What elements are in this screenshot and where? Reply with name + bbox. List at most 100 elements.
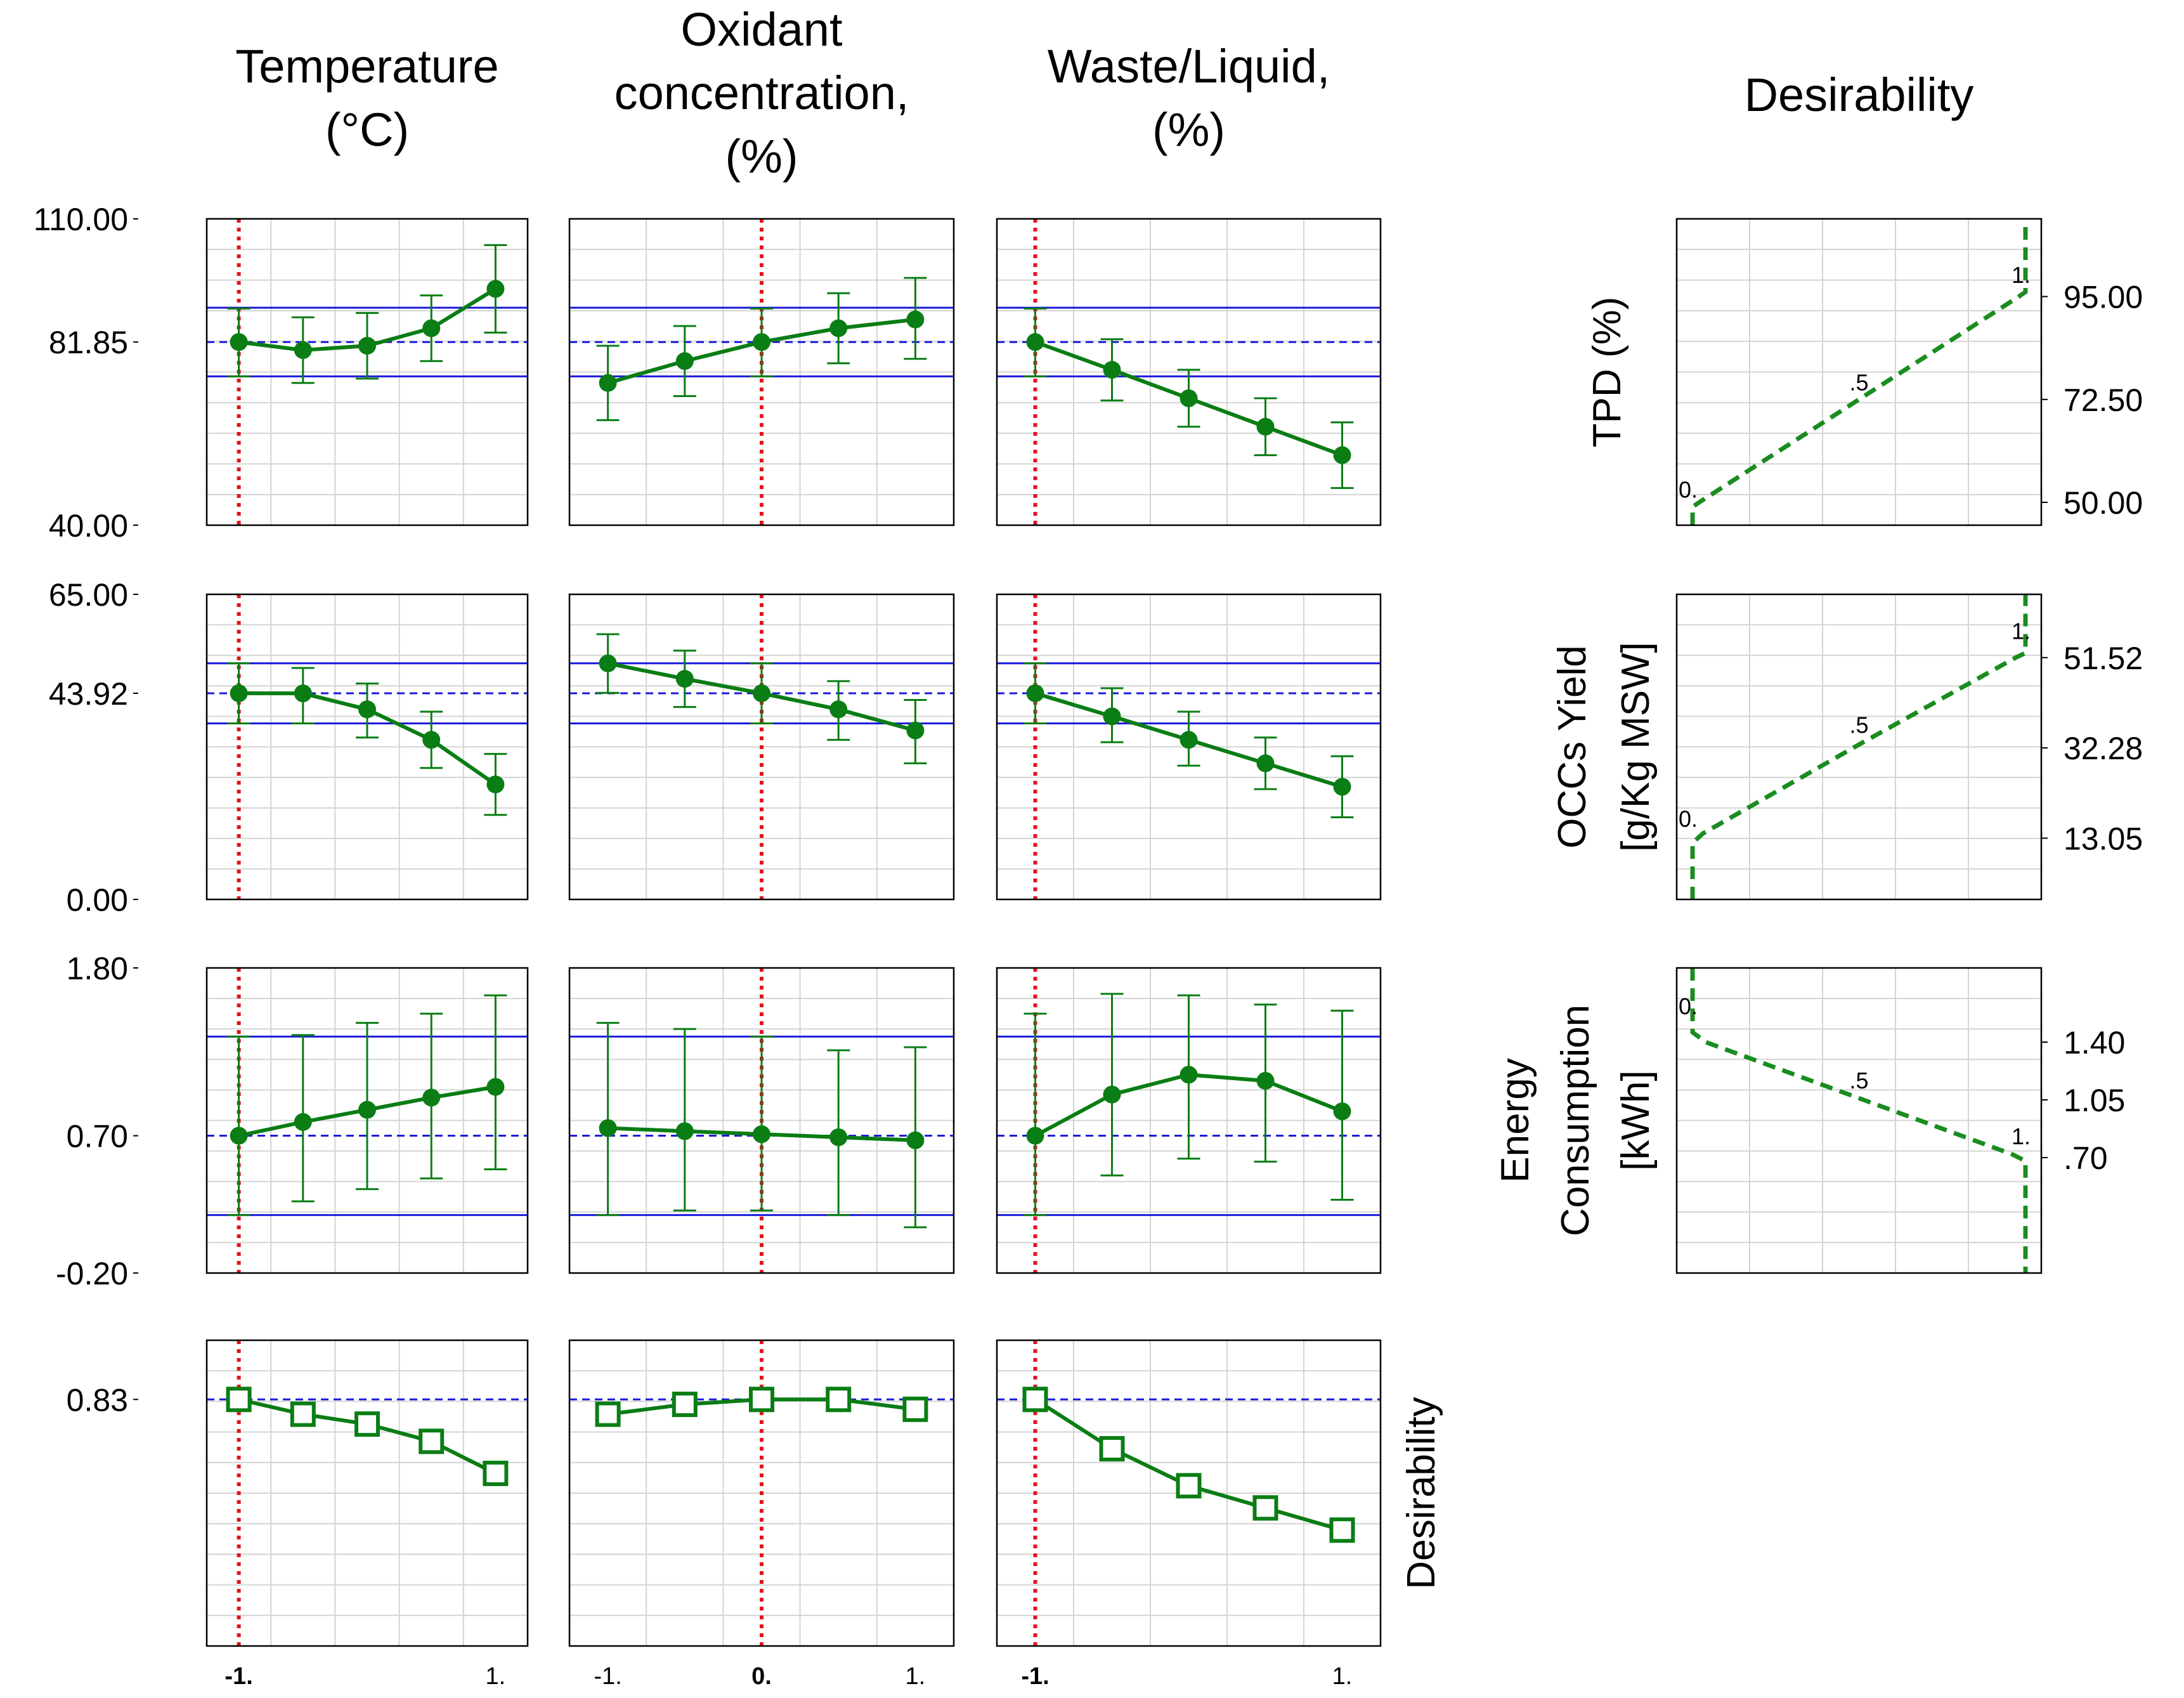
desirability-panel-0-value-label-2: 1. [2012, 262, 2031, 288]
desirability-panel-0-ytick-label-2: 50.00 [2064, 485, 2143, 521]
desirability-panel-2-value-label-1: .5 [1849, 1068, 1868, 1094]
desirability-row-panel-2-profile-line [1034, 1397, 1343, 1532]
desirability-row-panel-1-point-1 [672, 1392, 698, 1418]
panel-0-1-frame [568, 218, 955, 526]
panel-0-2-point-1 [1103, 361, 1121, 379]
panel-1-1-frame [568, 593, 955, 901]
panel-1-2-point-3 [1256, 754, 1275, 773]
panel-0-1-point-1 [675, 352, 694, 370]
desirability-panel-1-curve [1690, 594, 2028, 899]
panel-1-0-point-3 [422, 731, 441, 749]
desirability-row-panel-0-point-2 [354, 1411, 380, 1437]
row-1-ytick-label-2: 0.00 [67, 882, 128, 918]
panel-1-0-frame [205, 593, 529, 901]
panel-2-0-point-2 [358, 1100, 376, 1119]
panel-2-2-point-3 [1256, 1071, 1275, 1090]
panel-0-1-point-2 [753, 333, 770, 351]
factor-header-1-line-0: Oxidant [680, 3, 842, 56]
desirability-panel-2-frame [1675, 967, 2043, 1274]
row-0-ytick-label-1: 81.85 [49, 325, 128, 360]
response-axis-label-0-line-0: TPD (%) [1585, 297, 1629, 448]
desirability-row-panel-2-point-1 [1099, 1436, 1125, 1462]
panel-2-1-point-3 [829, 1128, 848, 1146]
panel-2-0-frame [205, 967, 529, 1274]
panel-0-2-point-3 [1256, 417, 1275, 436]
panel-0-1-point-4 [906, 310, 925, 329]
factor-header-0-line-0: Temperature [235, 40, 498, 93]
desirability-row-panel-0-point-3 [419, 1428, 445, 1454]
desirability-panel-0-curve [1690, 219, 2028, 525]
desirability-row-panel-1-point-4 [902, 1396, 928, 1422]
response-axis-label-1-line-1: [g/Kg MSW] [1614, 642, 1658, 852]
panel-0-0-frame [205, 218, 529, 526]
factor-header-2-line-1: (%) [1152, 103, 1225, 156]
panel-1-0-point-0 [230, 684, 248, 702]
response-axis-label-2-line-1: Consumption [1554, 1005, 1597, 1236]
response-axis-label-2-line-2: [kWh] [1614, 1070, 1658, 1170]
panel-0-2-point-0 [1026, 333, 1044, 351]
factor-header-2-line-0: Waste/Liquid, [1048, 40, 1330, 93]
panel-1-2-point-2 [1180, 731, 1198, 749]
panel-2-1-point-1 [675, 1122, 694, 1140]
factor-header-1-line-2: (%) [725, 130, 798, 183]
desirability-panel-0-ytick-label-0: 95.00 [2064, 280, 2143, 315]
desirability-row-panel-0-point-0 [226, 1387, 252, 1413]
panel-1-2-point-0 [1026, 684, 1044, 702]
desirability-panel-2-ytick-label-1: 1.05 [2064, 1083, 2125, 1118]
panel-2-1-point-4 [906, 1131, 925, 1149]
desirability-panel-2-value-label-0: 0. [1679, 993, 1698, 1019]
desirability-row-panel-0-point-1 [290, 1401, 316, 1427]
desirability-row-axis-label: Desirability [1400, 1397, 1443, 1589]
panel-2-1-point-0 [599, 1119, 617, 1137]
desirability-row-panel-1-point-3 [826, 1387, 852, 1413]
panel-1-2-point-1 [1103, 707, 1121, 726]
panel-0-0-point-4 [486, 280, 505, 298]
desirability-panel-0-ytick-label-1: 72.50 [2064, 382, 2143, 418]
panel-1-0-point-4 [486, 775, 505, 793]
factor-2-xtick-label-0: -1. [1021, 1663, 1049, 1690]
panel-1-1-point-2 [753, 684, 770, 702]
panel-1-2-point-4 [1333, 778, 1351, 796]
panel-1-1-point-1 [675, 670, 694, 688]
row-0-ytick-label-2: 40.00 [49, 508, 128, 544]
desirability-row-panel-1-point-2 [749, 1387, 774, 1413]
desirability-panel-1-value-label-1: .5 [1849, 712, 1868, 738]
desirability-panel-0-frame [1675, 218, 2043, 526]
desirability-column-header: Desirability [1745, 69, 1974, 121]
factor-1-xtick-label-0: -1. [594, 1663, 621, 1690]
panel-0-1-point-0 [599, 374, 617, 392]
desirability-panel-2-value-label-2: 1. [2012, 1123, 2031, 1149]
panel-0-0-point-3 [422, 319, 441, 337]
panel-0-0-point-2 [358, 337, 376, 355]
panel-0-2-frame [996, 218, 1382, 526]
factor-0-xtick-label-1: 1. [486, 1663, 506, 1690]
desirability-panel-1-frame [1675, 593, 2043, 901]
factor-1-xtick-label-2: 1. [906, 1663, 926, 1690]
panel-1-1-point-3 [829, 700, 848, 719]
panel-2-2-point-1 [1103, 1085, 1121, 1104]
desirability-panel-1-ytick-label-2: 13.05 [2064, 821, 2143, 856]
response-axis-label-2-line-0: Energy [1493, 1058, 1537, 1182]
desirability-panel-1-value-label-0: 0. [1679, 806, 1698, 832]
panel-2-1-frame [568, 967, 955, 1274]
desirability-row-panel-1-point-0 [595, 1401, 621, 1427]
panel-2-0-point-4 [486, 1078, 505, 1096]
panel-0-2-point-2 [1180, 389, 1198, 407]
response-axis-label-1-line-0: OCCs Yield [1550, 645, 1594, 848]
panel-1-1-point-0 [599, 654, 617, 672]
row-1-ytick-label-0: 65.00 [49, 577, 128, 613]
factor-1-xtick-label-1: 0. [751, 1663, 772, 1690]
panel-2-2-point-4 [1333, 1102, 1351, 1121]
desirability-row-panel-1-frame [568, 1339, 955, 1647]
panel-2-0-point-0 [230, 1127, 248, 1145]
row-0-ytick-label-0: 110.00 [34, 202, 128, 237]
desirability-panel-1-ytick-label-1: 32.28 [2064, 731, 2143, 766]
desirability-panel-1-value-label-2: 1. [2012, 618, 2031, 644]
factor-header-0-line-1: (°C) [325, 103, 409, 156]
desirability-row-panel-2-point-4 [1329, 1517, 1355, 1543]
panel-0-2-point-4 [1333, 446, 1351, 464]
panel-2-1-point-2 [753, 1125, 770, 1144]
panel-1-2-frame [996, 593, 1382, 901]
desirability-panel-1-ytick-label-0: 51.52 [2064, 641, 2143, 676]
factor-2-xtick-label-1: 1. [1332, 1663, 1353, 1690]
